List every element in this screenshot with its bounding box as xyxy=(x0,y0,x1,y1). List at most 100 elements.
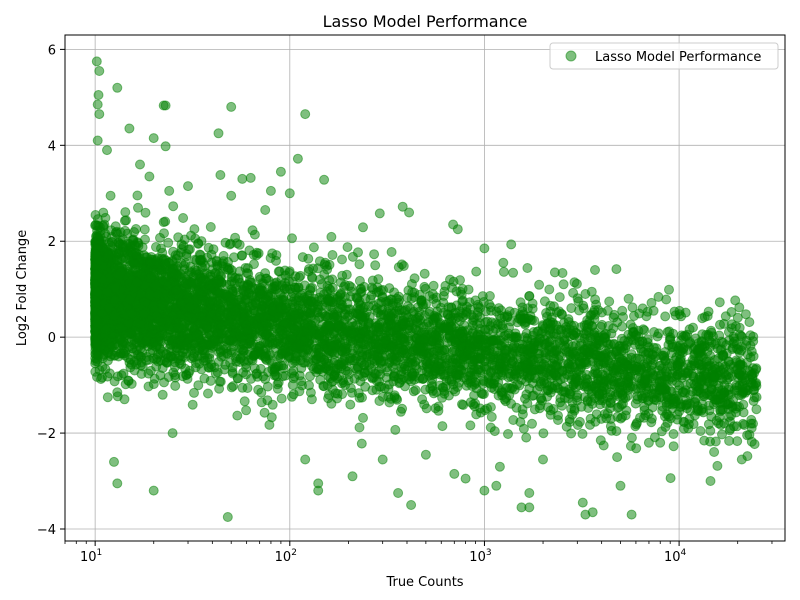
data-point xyxy=(706,384,717,394)
data-point xyxy=(689,410,700,421)
data-point xyxy=(709,447,720,457)
data-point xyxy=(617,321,628,332)
data-point xyxy=(280,370,291,381)
data-point xyxy=(668,441,679,452)
data-point xyxy=(455,275,465,286)
data-point xyxy=(374,396,385,406)
data-point xyxy=(486,411,497,422)
data-point xyxy=(178,213,189,223)
data-point xyxy=(354,392,365,403)
data-point xyxy=(220,237,231,248)
data-point xyxy=(664,284,674,295)
data-point xyxy=(212,367,223,378)
data-point xyxy=(234,239,245,250)
data-point xyxy=(157,389,168,400)
data-point xyxy=(522,263,533,273)
data-point xyxy=(731,355,742,366)
data-point xyxy=(517,404,528,415)
data-point xyxy=(390,424,401,435)
data-point xyxy=(553,415,563,425)
data-point xyxy=(189,387,199,398)
data-point xyxy=(710,436,721,447)
data-point xyxy=(255,274,266,285)
data-point xyxy=(287,233,297,244)
data-point xyxy=(326,231,337,242)
data-point xyxy=(376,296,387,307)
data-point xyxy=(354,422,365,433)
data-point xyxy=(345,399,356,410)
data-point xyxy=(518,423,529,434)
data-point xyxy=(660,311,671,322)
data-point xyxy=(625,319,636,330)
data-point xyxy=(712,460,723,471)
data-point xyxy=(259,407,270,418)
data-point xyxy=(193,380,204,391)
data-point xyxy=(717,429,727,440)
data-point xyxy=(244,245,255,256)
data-point xyxy=(612,411,623,422)
data-point xyxy=(630,421,641,432)
data-point xyxy=(155,232,165,243)
data-point xyxy=(205,222,216,232)
data-point xyxy=(256,387,267,398)
data-point xyxy=(369,249,380,260)
data-point xyxy=(253,248,264,259)
data-point xyxy=(205,375,216,386)
data-point xyxy=(252,371,263,382)
data-point xyxy=(498,266,509,277)
data-point xyxy=(398,261,409,271)
data-point xyxy=(544,284,555,295)
data-point xyxy=(360,367,371,378)
data-point xyxy=(626,432,637,443)
data-point xyxy=(668,429,679,439)
data-point xyxy=(355,376,366,387)
data-point xyxy=(496,305,506,316)
data-point xyxy=(327,274,338,285)
data-point xyxy=(203,388,213,399)
data-point xyxy=(578,300,589,311)
data-point xyxy=(276,393,287,404)
data-point xyxy=(421,403,432,414)
data-point xyxy=(370,260,381,271)
data-point xyxy=(627,381,638,392)
data-point xyxy=(186,230,196,241)
data-point xyxy=(440,280,451,291)
data-point xyxy=(270,338,281,348)
data-point xyxy=(509,307,520,318)
data-point xyxy=(661,294,672,305)
data-point xyxy=(410,385,421,396)
data-point xyxy=(468,399,479,410)
data-point xyxy=(428,280,439,291)
data-point xyxy=(140,207,151,218)
data-point xyxy=(358,222,368,233)
data-point xyxy=(319,269,330,280)
data-point xyxy=(354,259,365,270)
data-point xyxy=(642,334,653,345)
data-point xyxy=(159,377,169,388)
data-point xyxy=(106,232,117,242)
data-point xyxy=(566,428,577,439)
data-point xyxy=(158,217,169,228)
data-point xyxy=(471,266,482,277)
data-point xyxy=(119,215,130,226)
data-point xyxy=(353,247,363,258)
data-point xyxy=(239,396,250,407)
data-point xyxy=(660,411,670,422)
data-point xyxy=(638,324,649,335)
data-point xyxy=(485,422,496,433)
data-point xyxy=(308,263,319,274)
data-point xyxy=(437,421,448,432)
data-point xyxy=(521,432,532,443)
data-point xyxy=(132,190,143,201)
data-point xyxy=(318,381,329,391)
data-point xyxy=(163,237,174,248)
data-point xyxy=(232,410,243,421)
data-points xyxy=(90,56,762,522)
data-point xyxy=(120,207,131,218)
data-point xyxy=(712,343,723,354)
data-point xyxy=(139,224,150,235)
data-point xyxy=(409,273,420,284)
data-point xyxy=(740,309,751,320)
data-point xyxy=(170,380,181,391)
data-point xyxy=(506,239,517,250)
